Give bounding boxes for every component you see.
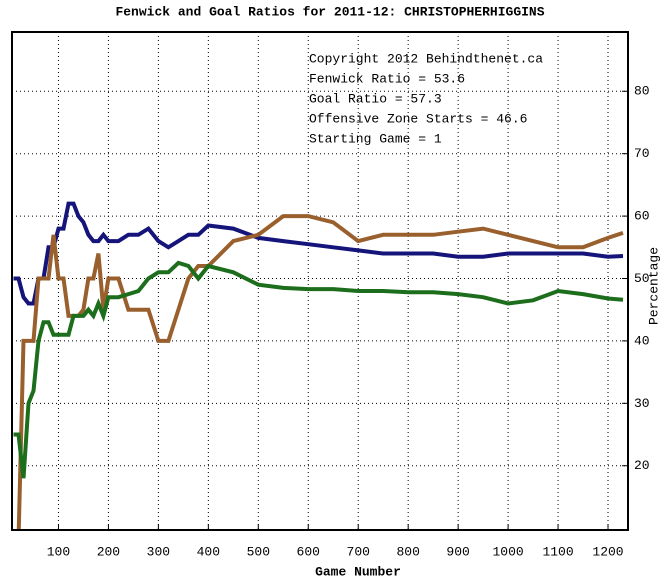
chart-title: Fenwick and Goal Ratios for 2011-12: CHR… [115, 4, 544, 19]
x-axis-label: Game Number [315, 564, 401, 579]
series-line [16, 214, 624, 530]
x-tick-label: 100 [47, 544, 70, 559]
y-tick-label: 40 [634, 333, 650, 348]
x-tick-label: 200 [97, 544, 120, 559]
series-line [13, 260, 624, 479]
x-tick-label: 800 [396, 544, 419, 559]
x-tick-label: 1100 [542, 544, 573, 559]
y-tick-label: 80 [634, 84, 650, 99]
annotation: Fenwick Ratio = 53.6 [309, 71, 465, 86]
annotation: Starting Game = 1 [309, 131, 442, 146]
annotation: Goal Ratio = 57.3 [309, 91, 442, 106]
y-tick-label: 50 [634, 271, 650, 286]
x-tick-label: 500 [247, 544, 270, 559]
y-axis-label: Percentage [646, 247, 661, 325]
x-tick-label: 1200 [592, 544, 623, 559]
y-tick-label: 30 [634, 396, 650, 411]
plot-frame [11, 31, 629, 531]
x-tick-label: 300 [147, 544, 170, 559]
y-tick-label: 70 [634, 146, 650, 161]
plot-lines [13, 201, 624, 530]
annotation: Copyright 2012 Behindthenet.ca [309, 51, 543, 66]
y-tick-label: 60 [634, 209, 650, 224]
x-tick-label: 900 [446, 544, 469, 559]
x-tick-label: 700 [347, 544, 370, 559]
x-tick-label: 400 [197, 544, 220, 559]
x-tick-label: 600 [297, 544, 320, 559]
annotation: Offensive Zone Starts = 46.6 [309, 111, 527, 126]
y-tick-label: 20 [634, 458, 650, 473]
x-tick-label: 1000 [492, 544, 523, 559]
